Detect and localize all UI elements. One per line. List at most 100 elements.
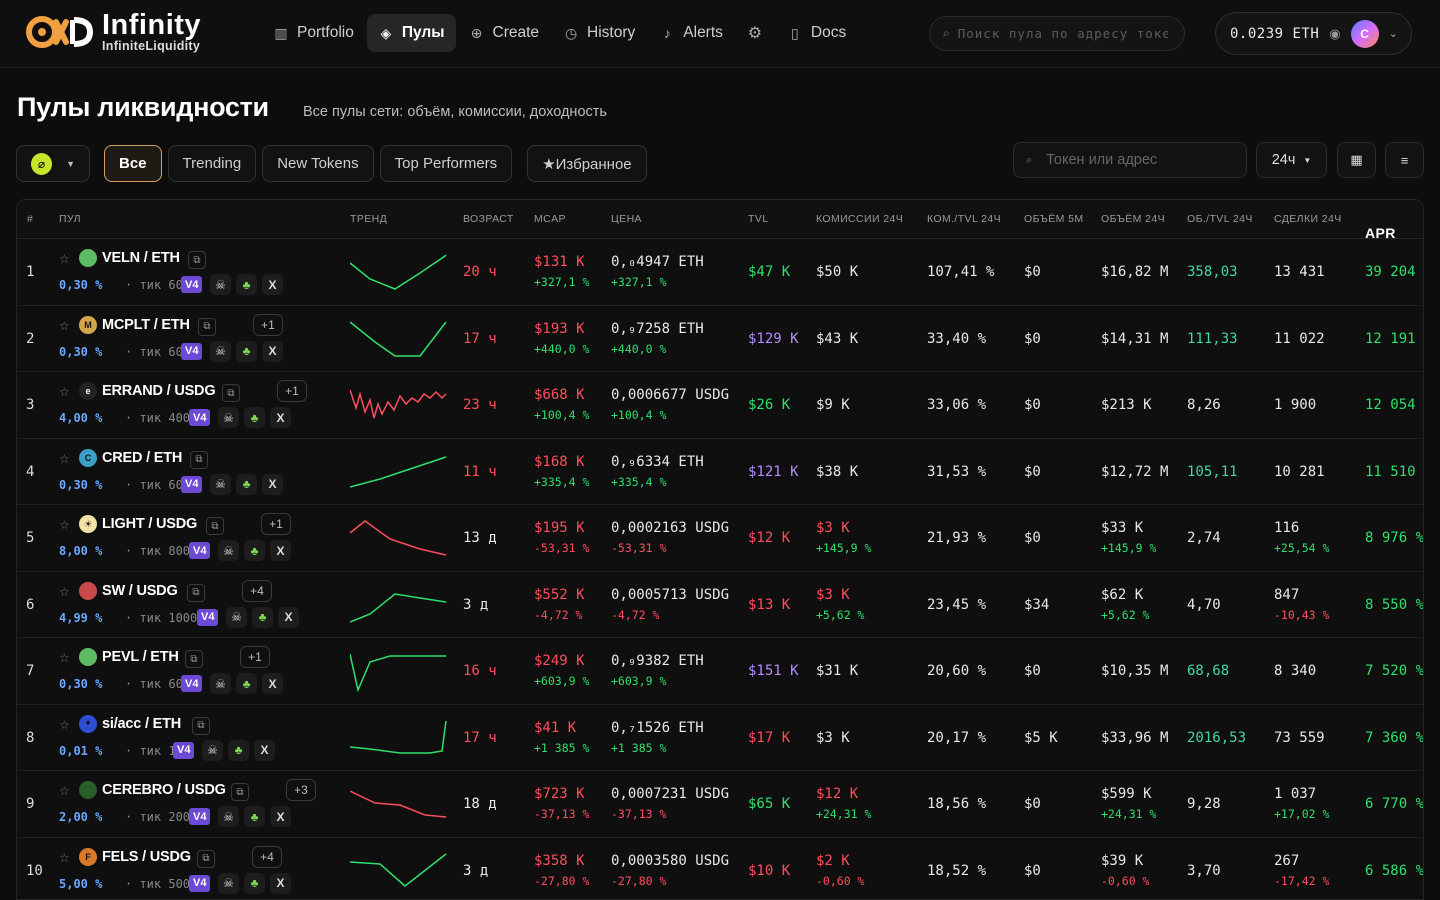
x-social-icon[interactable]: X [262,274,283,295]
pool-pair[interactable]: SW / USDG [102,582,178,599]
filter-top-performers[interactable]: Top Performers [379,145,513,182]
nav-history[interactable]: ◷ History [552,14,646,52]
frog-icon[interactable]: ♣ [244,540,265,561]
table-row[interactable]: 1 ☆ VELN / ETH ⧉ 0,30 % · тик 60 V4 ☠ ♣ … [17,239,1423,306]
frog-icon[interactable]: ♣ [244,806,265,827]
table-row[interactable]: 8 ☆ ✦ si/acc / ETH ⧉ 0,01 % · тик 1 V4 ☠… [17,705,1423,771]
star-icon[interactable]: ☆ [59,651,70,665]
col-pool[interactable]: ПУЛ [59,213,81,225]
frog-icon[interactable]: ♣ [244,872,265,894]
col-vol5m[interactable]: ОБЪЁМ 5М [1024,213,1084,225]
copy-icon[interactable]: ⧉ [231,783,249,801]
table-row[interactable]: 4 ☆ C CRED / ETH ⧉ 0,30 % · тик 60 V4 ☠ … [17,439,1423,505]
pool-search-input[interactable] [957,26,1168,41]
wallet-button[interactable]: 0.0239 ETH ◉ C ⌄ [1215,12,1412,55]
pool-pair[interactable]: PEVL / ETH [102,649,179,665]
pool-pair[interactable]: VELN / ETH [102,250,180,266]
x-social-icon[interactable]: X [262,473,283,495]
copy-icon[interactable]: ⧉ [187,583,205,602]
table-row[interactable]: 7 ☆ PEVL / ETH ⧉ +1 0,30 % · тик 60 V4 ☠… [17,638,1423,705]
frog-icon[interactable]: ♣ [236,673,257,694]
extra-pools-badge[interactable]: +1 [240,646,270,668]
frog-icon[interactable]: ♣ [252,606,273,628]
pool-pair[interactable]: CRED / ETH [102,449,183,466]
extra-pools-badge[interactable]: +1 [277,380,307,402]
nav-alerts[interactable]: ♪ Alerts [648,14,734,52]
pool-pair[interactable]: si/acc / ETH [102,715,181,732]
extra-pools-badge[interactable]: +1 [253,313,283,336]
frog-icon[interactable]: ♣ [228,739,249,761]
nav-create[interactable]: ⊕ Create [458,14,551,52]
x-social-icon[interactable]: X [262,673,283,694]
skull-icon[interactable]: ☠ [218,540,239,561]
copy-icon[interactable]: ⧉ [192,716,210,735]
col-vol-tvl[interactable]: ОБ./TVL 24Ч [1187,213,1253,225]
col-vol24[interactable]: ОБЪЁМ 24Ч [1101,213,1165,225]
star-icon[interactable]: ☆ [59,252,70,266]
extra-pools-badge[interactable]: +3 [286,779,316,801]
table-row[interactable]: 9 ☆ CEREBRO / USDG ⧉ +3 2,00 % · тик 200… [17,771,1423,838]
frog-icon[interactable]: ♣ [236,274,257,295]
table-row[interactable]: 2 ☆ M MCPLT / ETH ⧉ +1 0,30 % · тик 60 V… [17,306,1423,372]
extra-pools-badge[interactable]: +4 [252,845,282,868]
x-social-icon[interactable]: X [270,806,291,827]
frog-icon[interactable]: ♣ [236,340,257,362]
frog-icon[interactable]: ♣ [244,407,265,428]
copy-icon[interactable]: ⧉ [188,251,206,269]
col-age[interactable]: ВОЗРАСТ [463,213,514,225]
col-apr[interactable]: APR [1365,225,1396,241]
chain-selector[interactable]: ⌀ ▼ [16,145,90,182]
star-icon[interactable]: ☆ [59,850,70,865]
x-social-icon[interactable]: X [254,739,275,761]
col-tvl[interactable]: TVL [748,213,769,225]
table-row[interactable]: 3 ☆ e ERRAND / USDG ⧉ +1 4,00 % · тик 40… [17,372,1423,439]
col-trades[interactable]: СДЕЛКИ 24Ч [1274,213,1342,225]
period-selector[interactable]: 24ч ▼ [1256,142,1327,178]
star-icon[interactable]: ☆ [59,318,70,333]
nav-portfolio[interactable]: ▥ Portfolio [262,14,365,52]
skull-icon[interactable]: ☠ [210,673,231,694]
copy-icon[interactable]: ⧉ [206,517,224,535]
nav-docs[interactable]: ▯ Docs [776,14,857,52]
copy-icon[interactable]: ⧉ [185,650,203,668]
logo[interactable]: Infinity InfiniteLiquidity [26,11,201,53]
table-row[interactable]: 5 ☆ ☀ LIGHT / USDG ⧉ +1 8,00 % · тик 800… [17,505,1423,572]
filter-trending[interactable]: Trending [167,145,257,182]
x-social-icon[interactable]: X [270,872,291,894]
copy-icon[interactable]: ⧉ [222,384,240,402]
star-icon[interactable]: ☆ [59,584,70,599]
skull-icon[interactable]: ☠ [202,739,223,761]
frog-icon[interactable]: ♣ [236,473,257,495]
col-price[interactable]: ЦЕНА [611,213,642,225]
star-icon[interactable]: ☆ [59,385,70,399]
table-row[interactable]: 6 ☆ SW / USDG ⧉ +4 4,99 % · тик 1000 V4 … [17,572,1423,638]
filter-favorites[interactable]: ★Избранное [527,145,647,182]
nav-settings[interactable]: ⚙ [736,14,774,52]
extra-pools-badge[interactable]: +1 [261,513,291,535]
star-icon[interactable]: ☆ [59,784,70,798]
pool-pair[interactable]: LIGHT / USDG [102,516,198,532]
pool-pair[interactable]: CEREBRO / USDG [102,782,226,798]
table-view-button[interactable]: ▦ [1337,142,1376,178]
skull-icon[interactable]: ☠ [210,274,231,295]
skull-icon[interactable]: ☠ [218,407,239,428]
skull-icon[interactable]: ☠ [226,606,247,628]
col-fees[interactable]: КОМИССИИ 24Ч [816,213,904,225]
nav-pools[interactable]: ◈ Пулы [366,14,456,52]
skull-icon[interactable]: ☠ [210,473,231,495]
star-icon[interactable]: ☆ [59,451,70,466]
skull-icon[interactable]: ☠ [218,806,239,827]
extra-pools-badge[interactable]: +4 [242,579,272,602]
x-social-icon[interactable]: X [270,540,291,561]
col-fee-tvl[interactable]: КОМ./TVL 24Ч [927,213,1002,225]
token-search-input[interactable] [1046,152,1227,168]
x-social-icon[interactable]: X [278,606,299,628]
pool-pair[interactable]: ERRAND / USDG [102,383,216,399]
eye-icon[interactable]: ◉ [1329,25,1341,41]
pool-pair[interactable]: FELS / USDG [102,848,191,865]
x-social-icon[interactable]: X [262,340,283,362]
list-view-button[interactable]: ≡ [1385,142,1424,178]
copy-icon[interactable]: ⧉ [198,317,216,336]
skull-icon[interactable]: ☠ [218,872,239,894]
copy-icon[interactable]: ⧉ [197,849,215,868]
